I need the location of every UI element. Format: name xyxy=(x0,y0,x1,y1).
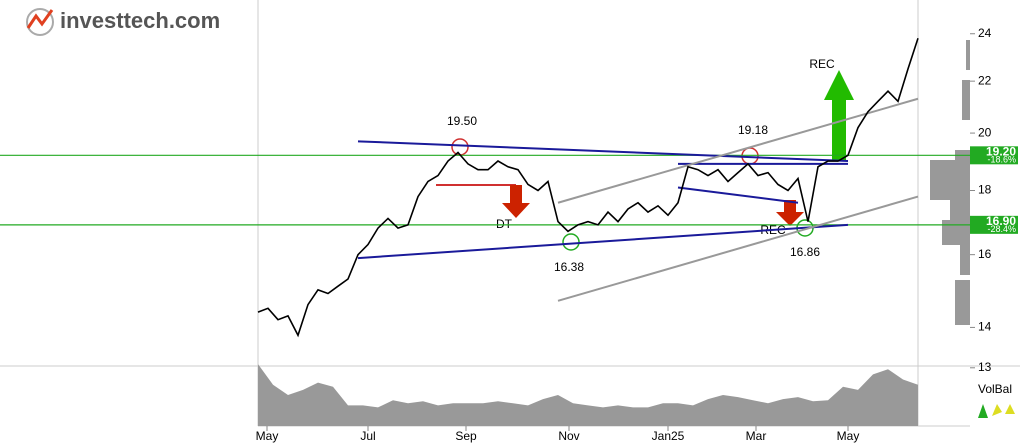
level-box xyxy=(970,215,1018,234)
level-label: 19.20 xyxy=(986,144,1016,158)
sell-arrow xyxy=(776,200,804,226)
annotation: 19.50 xyxy=(447,114,477,128)
x-tick-label: May xyxy=(837,429,860,443)
level-label: 16.90 xyxy=(986,214,1016,228)
level-change: -18.6% xyxy=(987,155,1016,165)
level-change: -28.4% xyxy=(987,224,1016,234)
trendline xyxy=(557,97,919,204)
annotation: REC xyxy=(809,57,835,71)
level-box xyxy=(970,146,1018,165)
y-tick-label: 14 xyxy=(978,320,992,334)
x-tick-label: May xyxy=(256,429,279,443)
logo-icon xyxy=(26,8,54,36)
y-tick-label: 18 xyxy=(978,183,992,197)
annotation: 19.18 xyxy=(738,123,768,137)
y-tick-label: 20 xyxy=(978,125,992,139)
sell-arrow xyxy=(502,185,530,218)
x-tick-label: Mar xyxy=(746,429,767,443)
y-tick-label: 16 xyxy=(978,247,992,261)
price-line xyxy=(257,38,919,338)
x-tick-label: Sep xyxy=(455,429,477,443)
volume-label: VolBal xyxy=(978,382,1012,396)
trendline xyxy=(677,186,799,204)
buy-arrow xyxy=(824,70,854,160)
brand: investtech.com xyxy=(60,8,220,33)
trendline xyxy=(357,140,849,163)
logo-icon xyxy=(26,9,54,29)
annotation: 16.86 xyxy=(790,245,820,259)
y-tick-label: 22 xyxy=(978,73,992,87)
x-tick-label: Jan25 xyxy=(652,429,685,443)
volume-profile xyxy=(930,40,970,325)
trendline xyxy=(357,223,849,260)
annotation: 16.38 xyxy=(554,260,584,274)
bottom-marker xyxy=(562,233,580,251)
y-tick-label: 24 xyxy=(978,26,992,40)
volbal-icons xyxy=(978,404,1015,418)
x-tick-label: Jul xyxy=(360,429,375,443)
trendline xyxy=(557,195,919,302)
y-tick-label: 13 xyxy=(978,360,992,374)
annotation: DT xyxy=(496,217,513,231)
x-tick-label: Nov xyxy=(558,429,579,443)
volume-area xyxy=(258,364,918,426)
